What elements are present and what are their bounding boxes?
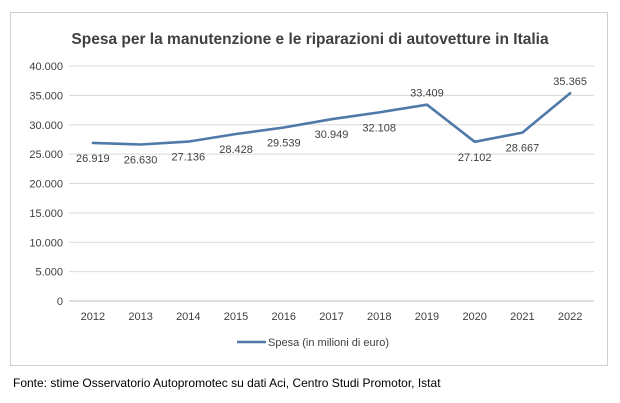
data-label: 28.428 bbox=[219, 144, 253, 156]
x-tick-label: 2016 bbox=[272, 311, 296, 323]
x-tick-label: 2021 bbox=[510, 311, 534, 323]
legend-label: Spesa (in milioni di euro) bbox=[268, 337, 389, 349]
y-tick-label: 20.000 bbox=[29, 179, 63, 191]
x-tick-label: 2018 bbox=[367, 311, 391, 323]
y-tick-label: 40.000 bbox=[29, 61, 63, 73]
y-tick-label: 25.000 bbox=[29, 149, 63, 161]
y-tick-label: 0 bbox=[57, 296, 63, 308]
data-label: 26.919 bbox=[76, 153, 110, 165]
x-tick-label: 2019 bbox=[415, 311, 439, 323]
chart-frame: Spesa per la manutenzione e le riparazio… bbox=[10, 12, 608, 366]
data-label: 29.539 bbox=[267, 137, 301, 149]
x-tick-label: 2013 bbox=[128, 311, 152, 323]
line-chart: Spesa per la manutenzione e le riparazio… bbox=[29, 31, 594, 349]
x-tick-label: 2015 bbox=[224, 311, 248, 323]
x-tick-label: 2017 bbox=[319, 311, 343, 323]
data-label: 28.667 bbox=[506, 143, 540, 155]
data-label: 27.102 bbox=[458, 152, 492, 164]
data-label: 33.409 bbox=[410, 88, 444, 100]
source-note: Fonte: stime Osservatorio Autopromotec s… bbox=[13, 376, 441, 390]
chart-title: Spesa per la manutenzione e le riparazio… bbox=[71, 31, 549, 48]
data-label: 30.949 bbox=[315, 129, 349, 141]
y-tick-label: 10.000 bbox=[29, 237, 63, 249]
x-tick-label: 2014 bbox=[176, 311, 200, 323]
data-label: 35.365 bbox=[553, 76, 587, 88]
series-line bbox=[91, 91, 572, 146]
data-label: 26.630 bbox=[124, 155, 158, 167]
y-tick-label: 30.000 bbox=[29, 120, 63, 132]
y-tick-label: 5.000 bbox=[35, 267, 63, 279]
y-tick-label: 35.000 bbox=[29, 90, 63, 102]
x-tick-label: 2012 bbox=[81, 311, 105, 323]
x-tick-label: 2020 bbox=[462, 311, 486, 323]
data-label: 27.136 bbox=[171, 152, 205, 164]
y-tick-label: 15.000 bbox=[29, 208, 63, 220]
data-label: 32.108 bbox=[362, 122, 396, 134]
x-tick-label: 2022 bbox=[558, 311, 582, 323]
